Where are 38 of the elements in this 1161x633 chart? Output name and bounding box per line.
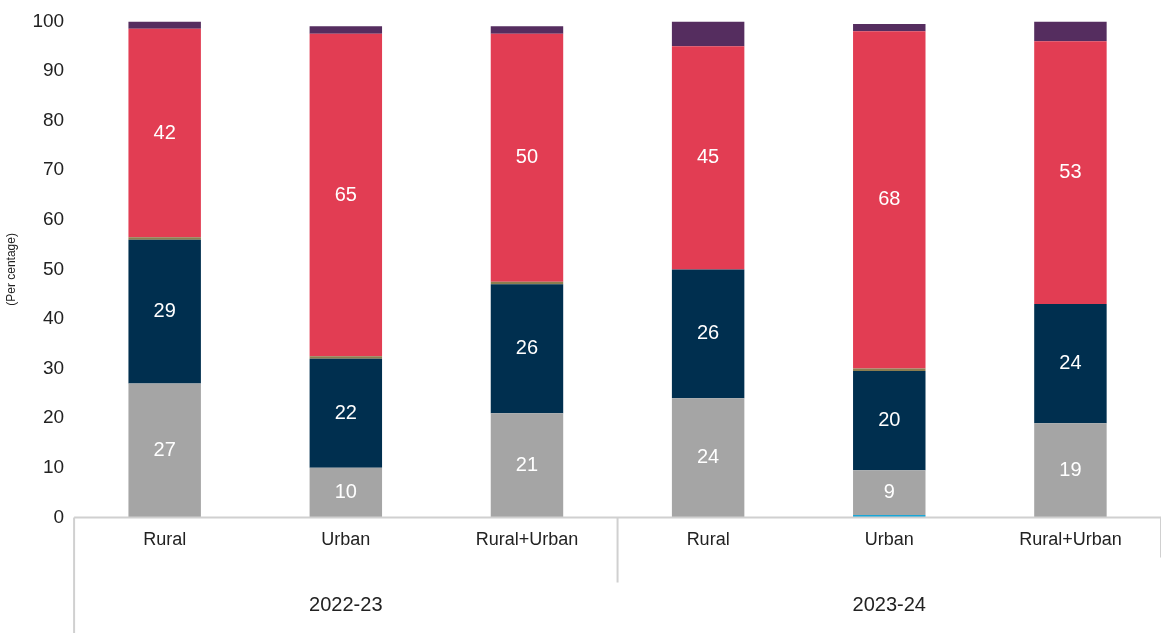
y-tick-label: 80 xyxy=(42,108,65,130)
data-label: 29 xyxy=(153,299,176,322)
y-tick-label: 90 xyxy=(42,59,65,81)
y-axis-title: (Per centage) xyxy=(3,233,18,306)
data-label: 26 xyxy=(697,321,720,344)
text: 2023-24 xyxy=(852,592,926,615)
y-tick-label: 60 xyxy=(42,208,65,230)
data-label: 53 xyxy=(1059,160,1082,183)
y-tick-label: 0 xyxy=(53,505,65,527)
data-label: 24 xyxy=(697,445,720,468)
data-label: 68 xyxy=(878,187,901,210)
y-tick-label: 30 xyxy=(42,356,65,378)
x-tick-label: Urban xyxy=(864,529,914,550)
text: 2022-23 xyxy=(309,592,383,615)
data-label: 21 xyxy=(515,452,539,475)
data-label: 50 xyxy=(515,145,539,168)
y-tick-label: 50 xyxy=(42,257,65,279)
data-label: 27 xyxy=(153,437,176,460)
data-label: 42 xyxy=(153,120,176,143)
y-tick-label: 100 xyxy=(32,9,65,31)
y-tick-label: 40 xyxy=(42,307,65,329)
data-label: 9 xyxy=(883,480,895,503)
x-tick-label: Rural+Urban xyxy=(1019,529,1122,550)
data-label: 20 xyxy=(878,408,901,431)
y-tick-label: 70 xyxy=(42,158,65,180)
data-label: 10 xyxy=(334,480,357,503)
x-tick-label: Rural xyxy=(686,529,730,550)
x-tick-label: Urban xyxy=(321,529,371,550)
x-tick-label: Rural xyxy=(143,529,187,550)
data-label: 26 xyxy=(515,336,539,359)
data-label: 24 xyxy=(1059,351,1082,374)
y-tick-label: 10 xyxy=(42,456,65,478)
data-label: 19 xyxy=(1059,457,1082,480)
data-label: 22 xyxy=(334,400,357,423)
data-label: 65 xyxy=(334,182,357,205)
x-tick-label: Rural+Urban xyxy=(475,529,579,550)
y-tick-label: 20 xyxy=(42,406,65,428)
data-label: 45 xyxy=(697,145,720,168)
